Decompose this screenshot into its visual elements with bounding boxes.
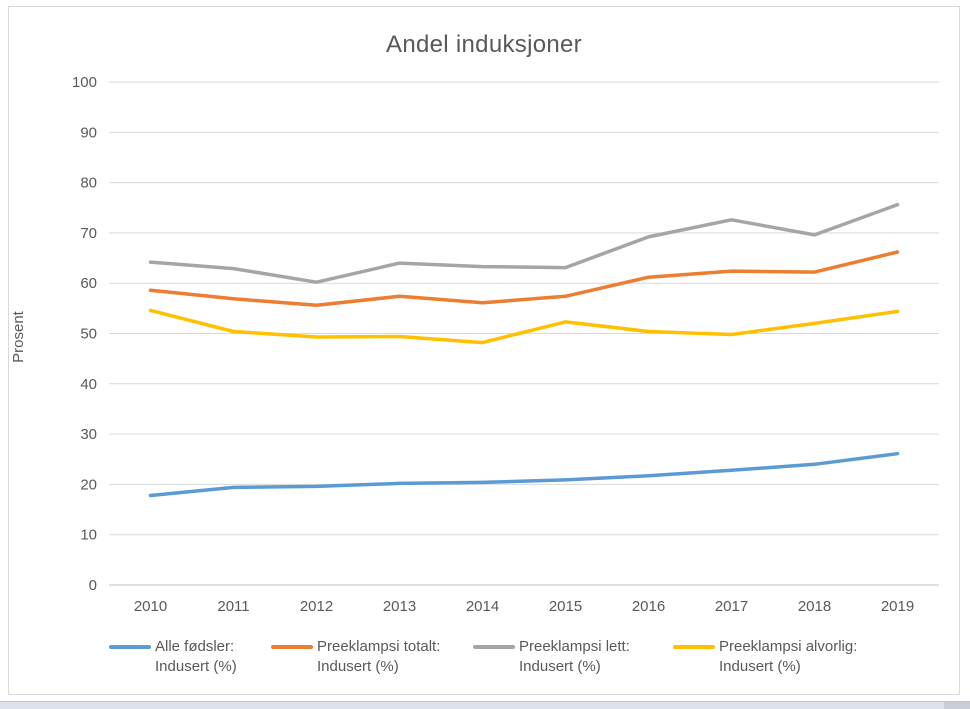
y-tick-label: 10 xyxy=(80,527,97,544)
legend-swatch-icon xyxy=(109,645,151,649)
plot-area: 0 10 20 30 40 50 60 70 80 90 100 2010 2011 2012 2013 20… xyxy=(72,74,939,615)
x-tick-label: 2016 xyxy=(632,598,665,615)
x-tick-label: 2014 xyxy=(466,598,499,615)
legend-item-1: Alle fødsler: Indusert (%) xyxy=(109,637,237,677)
legend-label: Alle fødsler: xyxy=(155,638,235,655)
x-tick-label: 2015 xyxy=(549,598,582,615)
legend-swatch-icon xyxy=(473,645,515,649)
legend-sublabel: Indusert (%) xyxy=(317,658,399,675)
legend-label: Preeklampsi totalt: xyxy=(317,638,441,655)
y-tick-label: 40 xyxy=(80,376,97,393)
chart-title: Andel induksjoner xyxy=(386,31,582,58)
x-tick-label: 2013 xyxy=(383,598,416,615)
x-tick-label: 2012 xyxy=(300,598,333,615)
legend-label: Preeklampsi lett: xyxy=(519,638,630,655)
series-line-1 xyxy=(148,451,900,498)
legend-item-3: Preeklampsi lett: Indusert (%) xyxy=(473,637,630,677)
legend-item-2: Preeklampsi totalt: Indusert (%) xyxy=(271,637,440,677)
x-tick-label: 2010 xyxy=(134,598,167,615)
legend-label: Preeklampsi alvorlig: xyxy=(719,638,858,655)
legend-swatch-icon xyxy=(673,645,715,649)
scrollbar-corner xyxy=(944,702,970,709)
x-tick-label: 2011 xyxy=(217,598,249,615)
legend-sublabel: Indusert (%) xyxy=(519,658,601,675)
legend-sublabel: Indusert (%) xyxy=(155,658,237,675)
legend-swatch-icon xyxy=(271,645,313,649)
y-tick-label: 0 xyxy=(89,577,97,594)
y-tick-label: 60 xyxy=(80,275,97,292)
x-tick-label: 2019 xyxy=(881,598,914,615)
x-tick-label: 2017 xyxy=(715,598,748,615)
x-tick-label: 2018 xyxy=(798,598,831,615)
legend: Alle fødsler: Indusert (%) Preeklampsi tot… xyxy=(9,637,959,685)
y-tick-label: 70 xyxy=(80,225,97,242)
legend-item-4: Preeklampsi alvorlig: Indusert (%) xyxy=(673,637,857,677)
y-tick-label: 80 xyxy=(80,175,97,192)
chart-frame: Andel induksjoner Prosent 0 10 20 30 40 50 60 7… xyxy=(8,6,960,695)
series-line-3 xyxy=(148,202,900,284)
y-tick-label: 50 xyxy=(80,326,97,343)
series-line-2 xyxy=(148,250,900,308)
y-tick-label: 20 xyxy=(80,476,97,493)
legend-sublabel: Indusert (%) xyxy=(719,658,801,675)
y-tick-label: 90 xyxy=(80,124,97,141)
y-tick-label: 30 xyxy=(80,426,97,443)
y-tick-label: 100 xyxy=(72,74,97,91)
series-line-4 xyxy=(148,308,900,345)
window-bottom-edge xyxy=(0,701,970,709)
